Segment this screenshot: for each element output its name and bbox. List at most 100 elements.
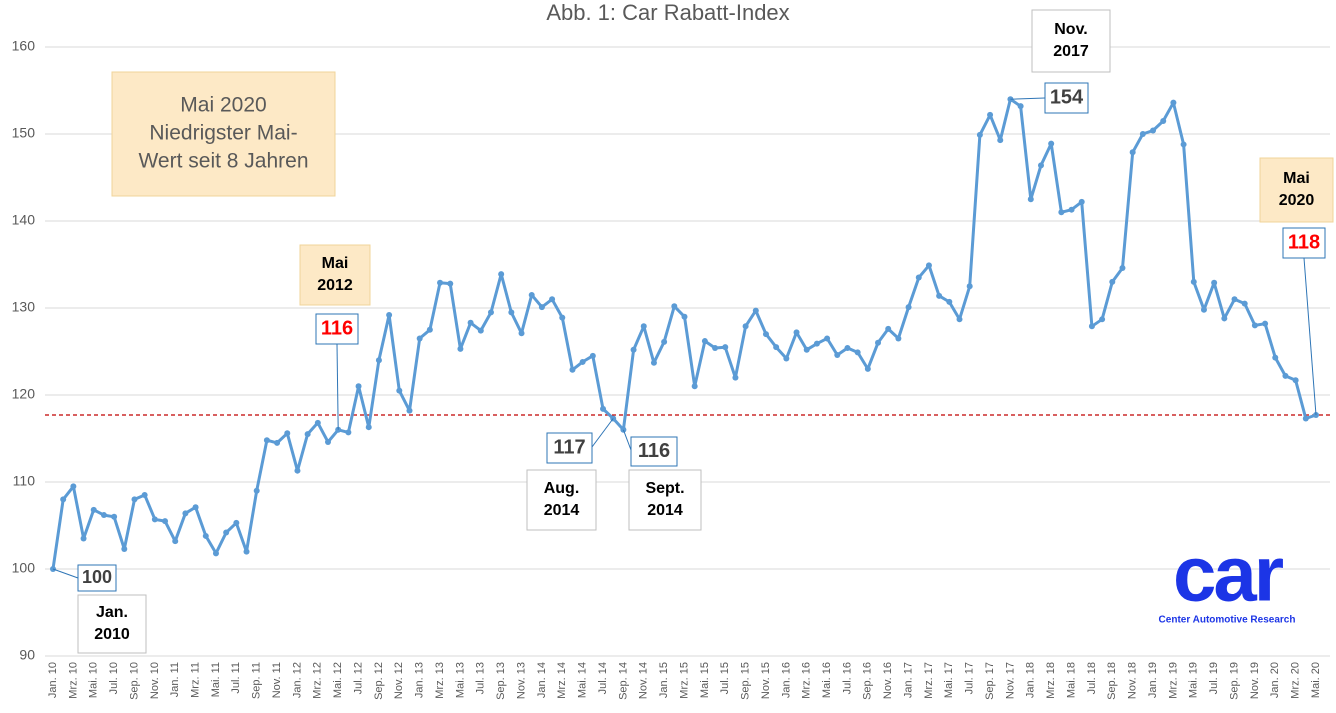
annotation-text: 154 — [1050, 86, 1084, 108]
annotation-text: 2020 — [1279, 192, 1315, 209]
x-tick-label: Sep. 15 — [740, 662, 752, 700]
data-point — [722, 344, 729, 351]
data-point — [294, 467, 301, 474]
data-point — [416, 335, 423, 342]
data-point — [538, 304, 545, 311]
y-tick-label: 130 — [12, 299, 36, 315]
annotation-box — [111, 71, 336, 197]
data-point — [681, 313, 688, 320]
data-point — [1170, 99, 1177, 106]
data-point — [1251, 322, 1258, 329]
annotation-text: 117 — [553, 436, 585, 458]
y-tick-label: 120 — [12, 386, 36, 402]
data-point — [202, 532, 209, 539]
annotation-text: Jan. — [96, 604, 128, 621]
data-point — [386, 311, 393, 318]
data-point — [854, 349, 861, 356]
data-point — [1241, 300, 1248, 307]
x-tick-label: Jan. 10 — [47, 662, 59, 698]
data-point — [1150, 127, 1157, 134]
data-point — [1190, 278, 1197, 285]
annotation-box — [546, 432, 593, 464]
y-tick-label: 160 — [12, 38, 36, 54]
data-point — [426, 326, 433, 333]
data-point — [630, 346, 637, 353]
x-tick-label: Mai. 16 — [821, 662, 833, 698]
data-point — [1262, 320, 1269, 327]
data-point — [518, 330, 525, 337]
x-tick-label: Mrz. 15 — [678, 662, 690, 699]
x-tick-label: Nov. 15 — [760, 662, 772, 699]
x-tick-label: Jan. 17 — [902, 662, 914, 698]
x-tick-label: Jan. 20 — [1269, 662, 1281, 698]
data-point — [172, 538, 179, 545]
data-point — [1272, 354, 1279, 361]
data-point — [447, 280, 454, 287]
data-point — [508, 309, 515, 316]
x-tick-label: Sep. 12 — [373, 662, 385, 700]
x-tick-label: Jan. 13 — [414, 662, 426, 698]
annotation-box — [628, 469, 702, 531]
x-tick-label: Nov. 12 — [393, 662, 405, 699]
chart-title: Abb. 1: Car Rabatt-Index — [546, 0, 789, 25]
data-point — [223, 529, 230, 536]
data-point — [375, 357, 382, 364]
data-point — [1180, 141, 1187, 148]
data-point — [579, 358, 586, 365]
x-tick-label: Mai. 10 — [88, 662, 100, 698]
data-point — [661, 338, 668, 345]
x-tick-label: Nov. 10 — [149, 662, 161, 699]
data-point — [111, 513, 118, 520]
data-point — [1099, 316, 1106, 323]
data-point — [498, 271, 505, 278]
data-point — [1037, 162, 1044, 169]
data-point — [773, 344, 780, 351]
annotation-text: Mai — [322, 255, 349, 272]
x-tick-label: Mrz. 14 — [556, 662, 568, 699]
x-tick-label: Sep. 10 — [128, 662, 140, 700]
x-tick-label: Mrz. 16 — [801, 662, 813, 699]
x-tick-label: Nov. 14 — [638, 662, 650, 699]
data-point — [671, 303, 678, 310]
annotation-text: 116 — [638, 440, 670, 462]
leader-line — [1303, 257, 1317, 416]
data-point — [1292, 377, 1299, 384]
annotation-text: Mai — [1283, 170, 1310, 187]
x-tick-label: Nov. 19 — [1249, 662, 1261, 699]
x-tick-label: Jan. 11 — [169, 662, 181, 697]
data-point — [528, 291, 535, 298]
data-point — [1211, 279, 1218, 286]
x-tick-label: Sep. 13 — [495, 662, 507, 700]
x-tick-label: Nov. 11 — [271, 662, 283, 698]
y-tick-label: 90 — [19, 647, 35, 663]
y-tick-label: 140 — [12, 212, 36, 228]
x-tick-label: Mrz. 17 — [923, 662, 935, 699]
annotation-text: Wert seit 8 Jahren — [138, 150, 308, 173]
x-tick-label: Jul. 17 — [964, 662, 976, 694]
annotation-box — [1282, 227, 1326, 259]
data-point — [80, 535, 87, 542]
annotation-text: 2014 — [647, 502, 683, 519]
data-point — [1058, 209, 1065, 216]
data-point — [1078, 198, 1085, 205]
data-point — [1302, 415, 1309, 422]
leader-line — [52, 568, 79, 579]
data-point — [834, 351, 841, 358]
data-point — [946, 298, 953, 305]
data-point — [396, 387, 403, 394]
annotation-text: 116 — [321, 317, 353, 339]
annotation-text: 2014 — [544, 502, 580, 519]
x-tick-label: Mai. 20 — [1310, 662, 1322, 698]
x-tick-label: Jan. 14 — [536, 662, 548, 698]
data-point — [987, 111, 994, 118]
data-point — [1231, 296, 1238, 303]
x-tick-label: Mai. 19 — [1188, 662, 1200, 698]
data-point — [976, 131, 983, 138]
annotation-text: 2010 — [94, 626, 130, 643]
data-point — [762, 331, 769, 338]
x-tick-label: Sep. 18 — [1106, 662, 1118, 700]
annotation-text: Aug. — [544, 480, 580, 497]
data-point — [1027, 196, 1034, 203]
x-tick-label: Mai. 17 — [943, 662, 955, 698]
data-point — [905, 304, 912, 311]
